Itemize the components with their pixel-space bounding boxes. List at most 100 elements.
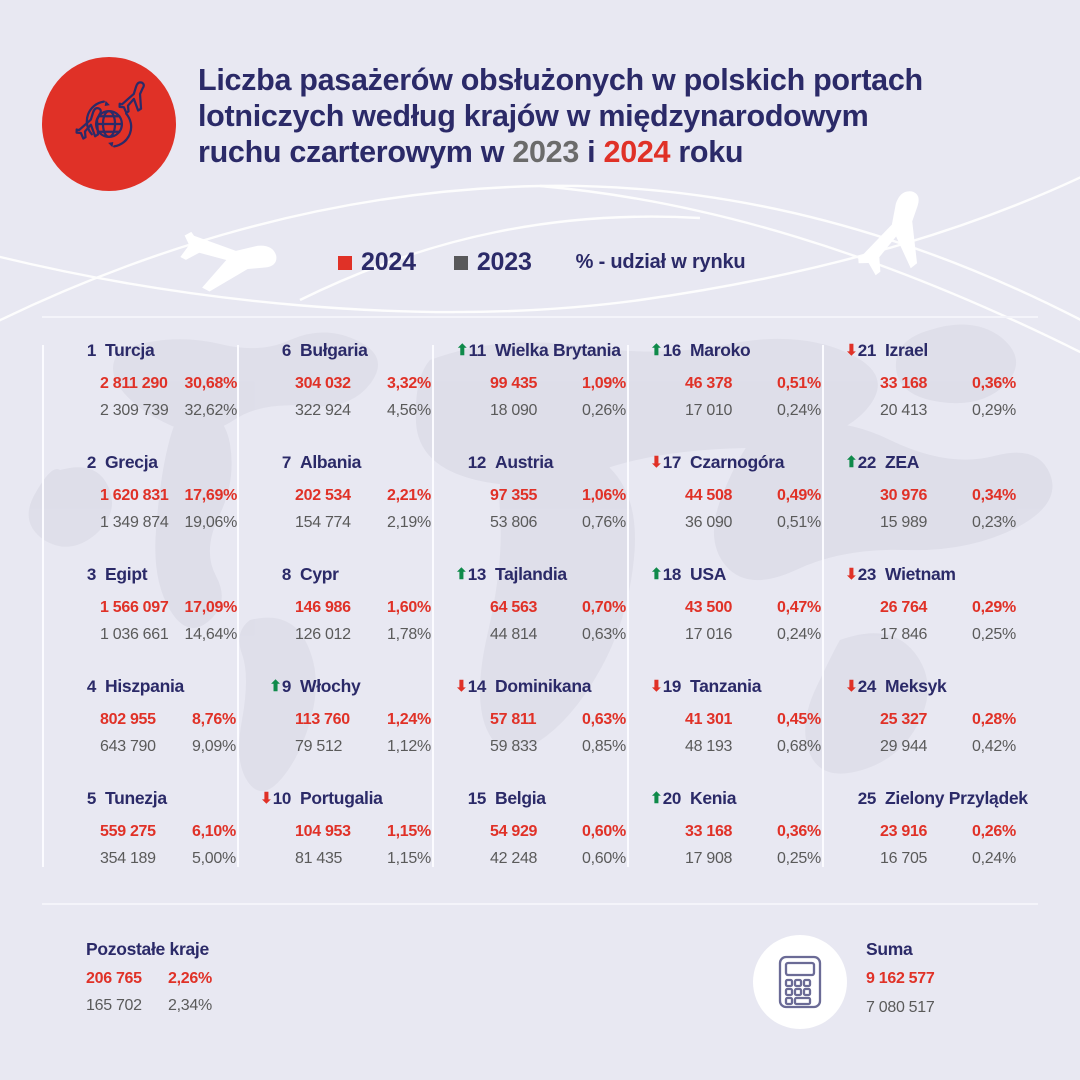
country-name: USA: [690, 564, 727, 584]
row-2023: 17 846 0,25%: [836, 626, 1017, 644]
table-row: ⬆ 18 USA 43 500 0,47% 17 016 0,24%: [641, 564, 822, 676]
share-2023: 1,12%: [387, 738, 431, 755]
table-row: ⬇ 23 Wietnam 26 764 0,29% 17 846 0,25%: [836, 564, 1017, 676]
country-name: Tanzania: [690, 676, 762, 696]
rank-wrap: ⬇ 21: [836, 341, 876, 361]
row-header: 3 Egipt: [56, 564, 237, 590]
legend-item-2023: 2023: [453, 248, 532, 277]
row-2023: 53 806 0,76%: [446, 514, 627, 532]
share-2024: 8,76%: [192, 711, 236, 728]
rank-number: 5: [86, 789, 96, 808]
table-row: 12 Austria 97 355 1,06% 53 806 0,76%: [446, 452, 627, 564]
rank-wrap: 6: [251, 341, 291, 361]
trend-up-icon: ⬆: [650, 342, 663, 359]
passengers-2023: 79 512: [295, 738, 343, 755]
rank-wrap: ⬇ 14: [446, 677, 486, 697]
title-year-2024: 2024: [603, 135, 671, 169]
table-row: 5 Tunezja 559 275 6,10% 354 189 5,00%: [56, 788, 237, 900]
rank-number: 18: [662, 565, 682, 584]
trend-down-icon: ⬇: [260, 790, 273, 807]
rank-number: 12: [467, 453, 487, 472]
rank-number: 3: [86, 565, 96, 584]
legend: 2024 2023 % - udział w rynku: [338, 248, 746, 277]
rank-number: 21: [857, 341, 877, 360]
title-year-2023: 2023: [512, 135, 579, 169]
rank-number: 15: [467, 789, 487, 808]
row-2023: 354 189 5,00%: [56, 850, 237, 868]
share-2024: 0,45%: [777, 711, 821, 728]
row-2023: 643 790 9,09%: [56, 738, 237, 756]
row-header: 15 Belgia: [446, 788, 627, 814]
country-name: Czarnogóra: [690, 452, 785, 472]
passengers-2023: 29 944: [880, 738, 928, 755]
share-2023: 1,78%: [387, 626, 431, 643]
legend-note: % - udział w rynku: [575, 251, 746, 273]
total-block: Suma 9 162 577 7 080 517: [866, 939, 935, 1017]
table-row: 4 Hiszpania 802 955 8,76% 643 790 9,09%: [56, 676, 237, 788]
rank-number: 1: [86, 341, 96, 360]
row-header: 1 Turcja: [56, 340, 237, 366]
share-2024: 1,06%: [582, 487, 626, 504]
rank-number: 22: [857, 453, 877, 472]
share-2023: 0,23%: [972, 514, 1016, 531]
country-name: Dominikana: [495, 676, 592, 696]
other-share-2023: 2,34%: [168, 997, 212, 1014]
other-row-2023: 165 702 2,34%: [86, 997, 212, 1015]
rank-number: 10: [272, 789, 292, 808]
trend-up-icon: ⬆: [456, 342, 469, 359]
row-header: ⬆ 20 Kenia: [641, 788, 822, 814]
share-2023: 0,25%: [777, 850, 821, 867]
total-value-2024: 9 162 577: [866, 970, 935, 987]
row-2024: 30 976 0,34%: [836, 487, 1017, 505]
divider-top: [42, 316, 1038, 318]
row-header: 5 Tunezja: [56, 788, 237, 814]
rank-number: 24: [857, 677, 877, 696]
share-2024: 0,49%: [777, 487, 821, 504]
country-name: Tunezja: [105, 788, 167, 808]
row-header: 7 Albania: [251, 452, 432, 478]
passengers-2024: 64 563: [490, 599, 538, 616]
trend-down-icon: ⬇: [845, 342, 858, 359]
legend-item-2024: 2024: [338, 248, 416, 277]
table-row: ⬆ 22 ZEA 30 976 0,34% 15 989 0,23%: [836, 452, 1017, 564]
row-2023: 42 248 0,60%: [446, 850, 627, 868]
row-header: 6 Bułgaria: [251, 340, 432, 366]
rank-number: 20: [662, 789, 682, 808]
table-row: ⬇ 24 Meksyk 25 327 0,28% 29 944 0,42%: [836, 676, 1017, 788]
row-2024: 25 327 0,28%: [836, 711, 1017, 729]
passengers-2023: 44 814: [490, 626, 538, 643]
passengers-2023: 154 774: [295, 514, 351, 531]
rank-wrap: ⬆ 16: [641, 341, 681, 361]
table-row: 6 Bułgaria 304 032 3,32% 322 924 4,56%: [251, 340, 432, 452]
country-name: Austria: [495, 452, 554, 472]
share-2023: 14,64%: [184, 626, 238, 643]
share-2024: 1,24%: [387, 711, 431, 728]
passengers-2024: 559 275: [100, 823, 156, 840]
passengers-2023: 18 090: [490, 402, 538, 419]
row-2023: 2 309 739 32,62%: [56, 402, 237, 420]
share-2024: 0,47%: [777, 599, 821, 616]
row-header: ⬇ 10 Portugalia: [251, 788, 432, 814]
row-2024: 1 566 097 17,09%: [56, 599, 237, 617]
share-2023: 9,09%: [192, 738, 236, 755]
row-header: 4 Hiszpania: [56, 676, 237, 702]
share-2024: 0,70%: [582, 599, 626, 616]
share-2024: 1,15%: [387, 823, 431, 840]
country-name: Bułgaria: [300, 340, 368, 360]
row-2024: 54 929 0,60%: [446, 823, 627, 841]
table-column: ⬆ 16 Maroko 46 378 0,51% 17 010 0,24% ⬇ 17 Czarno…: [627, 340, 822, 890]
country-name: Wielka Brytania: [495, 340, 621, 360]
passengers-2024: 33 168: [880, 375, 928, 392]
passengers-2023: 1 036 661: [100, 626, 169, 643]
row-2023: 17 016 0,24%: [641, 626, 822, 644]
table-row: ⬇ 21 Izrael 33 168 0,36% 20 413 0,29%: [836, 340, 1017, 452]
share-2024: 0,36%: [777, 823, 821, 840]
share-2023: 0,51%: [777, 514, 821, 531]
country-name: Wietnam: [885, 564, 956, 584]
country-name: Hiszpania: [105, 676, 184, 696]
row-2024: 41 301 0,45%: [641, 711, 822, 729]
row-2024: 64 563 0,70%: [446, 599, 627, 617]
table-row: ⬆ 13 Tajlandia 64 563 0,70% 44 814 0,63%: [446, 564, 627, 676]
rank-wrap: 7: [251, 453, 291, 473]
rank-wrap: ⬆ 18: [641, 565, 681, 585]
